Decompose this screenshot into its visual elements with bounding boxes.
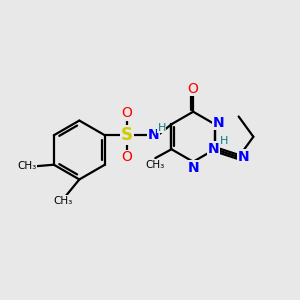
- Text: CH₃: CH₃: [17, 161, 36, 171]
- Text: N: N: [208, 142, 219, 156]
- Text: H: H: [158, 123, 166, 133]
- Text: N: N: [213, 116, 224, 130]
- Text: N: N: [188, 161, 199, 175]
- Text: S: S: [121, 126, 133, 144]
- Text: H: H: [220, 136, 228, 146]
- Text: O: O: [122, 106, 132, 120]
- Text: O: O: [122, 150, 132, 164]
- Text: N: N: [148, 128, 159, 142]
- Text: CH₃: CH₃: [146, 160, 165, 170]
- Text: O: O: [188, 82, 199, 96]
- Text: N: N: [238, 150, 250, 164]
- Text: CH₃: CH₃: [53, 196, 73, 206]
